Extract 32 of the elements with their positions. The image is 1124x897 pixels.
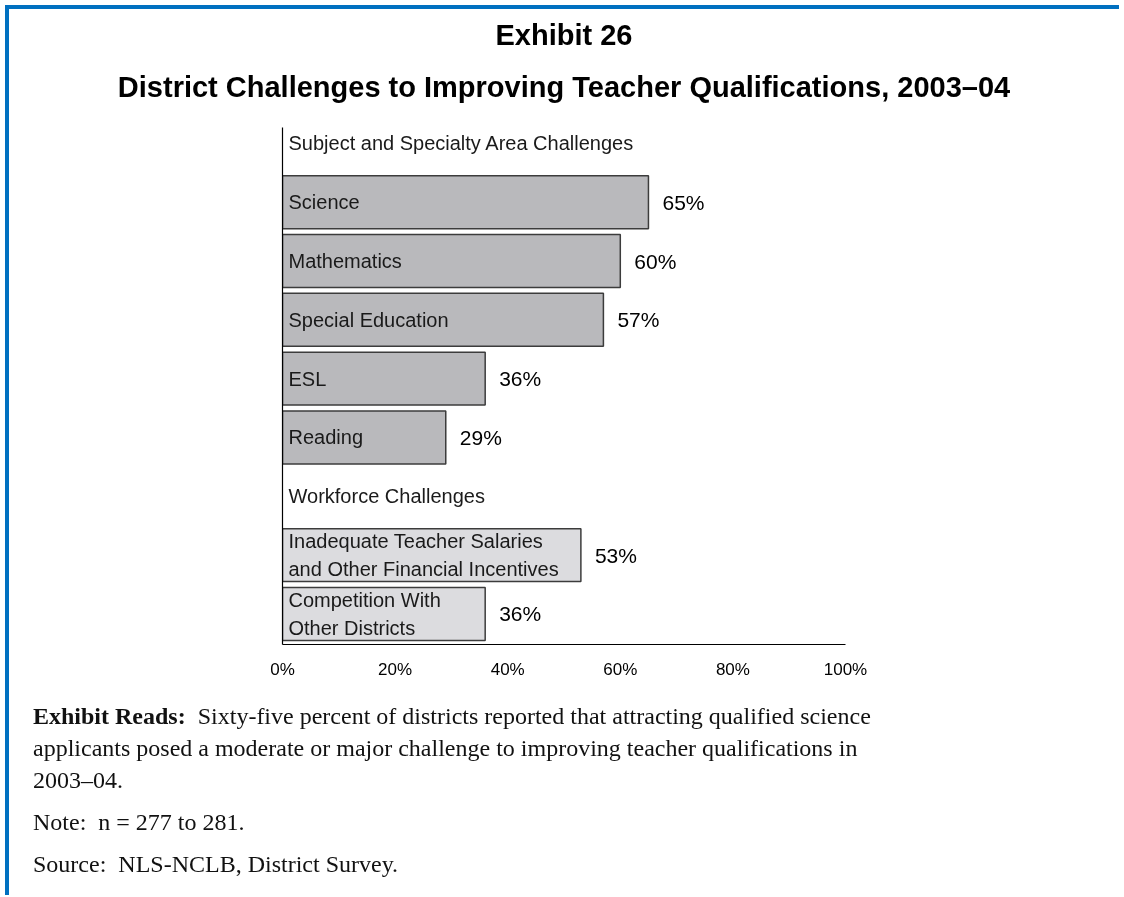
data-label: 57% bbox=[617, 308, 660, 332]
bar bbox=[282, 351, 486, 406]
y-tick-label: Subject and Specialty Area Challenges bbox=[288, 132, 634, 155]
data-label: 36% bbox=[499, 602, 542, 626]
y-tick-label: Mathematics bbox=[288, 250, 402, 273]
y-tick-label: Special Education bbox=[288, 308, 449, 331]
data-label: 53% bbox=[594, 543, 637, 567]
chart-title: Exhibit 26 bbox=[495, 18, 633, 51]
y-tick-label: Science bbox=[288, 191, 360, 214]
x-tick-label: 100% bbox=[823, 659, 868, 679]
data-label: 36% bbox=[499, 367, 542, 391]
y-tick-label: Reading bbox=[288, 426, 364, 449]
y-tick-label: Inadequate Teacher Salaries and Other Financial Incentives bbox=[288, 530, 559, 580]
bar bbox=[282, 233, 622, 289]
x-tick-label: 60% bbox=[603, 659, 638, 679]
data-label: 65% bbox=[662, 190, 705, 214]
x-tick-label: 0% bbox=[270, 659, 295, 679]
x-tick-label: 40% bbox=[490, 659, 525, 679]
data-label: 60% bbox=[634, 249, 677, 273]
x-tick-label: 20% bbox=[378, 659, 413, 679]
bar bbox=[282, 292, 605, 348]
bar bbox=[282, 410, 447, 465]
y-tick-label: ESL bbox=[288, 367, 327, 390]
y-tick-label: Competition With Other Districts bbox=[288, 589, 441, 639]
source-note: Source: NLS-NCLB, District Survey. bbox=[33, 850, 400, 879]
y-tick-label: Workforce Challenges bbox=[288, 485, 485, 508]
bar bbox=[282, 174, 650, 230]
text: Exhibit Reads: Sixty-five percent of districts reported that attracting qualified science applicants posed a moderate or major challenge to improving teacher qualifications in 2003–04. bbox=[33, 702, 872, 795]
x-tick-label: 80% bbox=[715, 659, 750, 679]
text: Note: n = 277 to 281. bbox=[33, 808, 246, 837]
data-label: 29% bbox=[459, 425, 502, 449]
chart-subtitle: District Challenges to Improving Teacher Qualifications, 2003–04 bbox=[117, 70, 1011, 103]
